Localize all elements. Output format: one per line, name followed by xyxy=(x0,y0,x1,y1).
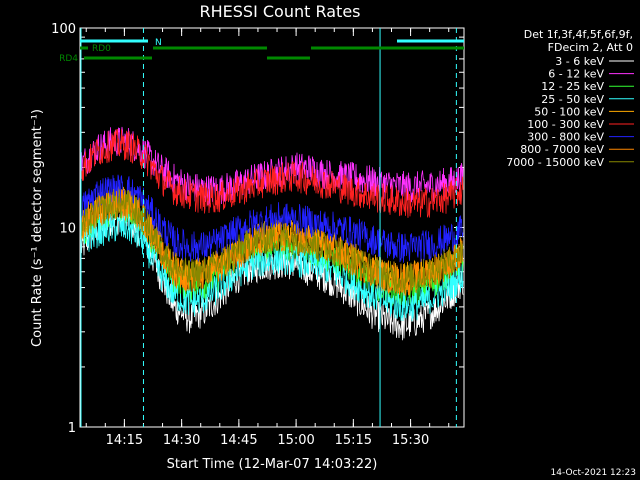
timestamp: 14-Oct-2021 12:23 xyxy=(551,468,636,478)
y-tick-label: 1 xyxy=(68,421,76,436)
x-tick-label: 15:15 xyxy=(335,433,372,448)
x-tick-label: 14:15 xyxy=(106,433,143,448)
series-lines xyxy=(80,126,464,341)
legend-header-line-1: Det 1f,3f,4f,5f,6f,9f, xyxy=(524,28,633,41)
series-line xyxy=(80,126,464,206)
y-tick-labels: 1 10 100 xyxy=(51,22,76,436)
x-tick-labels: 14:15 14:30 14:45 15:00 15:15 15:30 xyxy=(106,433,430,448)
legend-entry-label: 100 - 300 keV xyxy=(527,118,604,131)
y-tick-label: 100 xyxy=(51,22,76,37)
vertical-markers xyxy=(80,28,457,427)
rd4-label: RD4 xyxy=(59,54,78,64)
legend-entry-label: 7000 - 15000 keV xyxy=(506,156,604,169)
legend-entry-label: 50 - 100 keV xyxy=(534,105,604,118)
series-line xyxy=(80,212,464,322)
legend-entry-label: 25 - 50 keV xyxy=(541,93,604,106)
legend-entry-label: 6 - 12 keV xyxy=(548,68,604,81)
legend-entry-label: 800 - 7000 keV xyxy=(520,143,604,156)
x-tick-label: 14:30 xyxy=(163,433,200,448)
x-axis-label: Start Time (12-Mar-07 14:03:22) xyxy=(167,457,378,472)
legend-entry-label: 300 - 800 keV xyxy=(527,131,604,144)
rd0-label: RD0 xyxy=(92,44,111,54)
legend-entry-label: 3 - 6 keV xyxy=(555,55,604,68)
x-tick-label: 15:00 xyxy=(277,433,314,448)
attenuator-bars: N RD0 RD4 xyxy=(59,38,464,64)
y-axis-label: Count Rate (s⁻¹ detector segment⁻¹) xyxy=(30,109,45,347)
x-tick-label: 14:45 xyxy=(220,433,257,448)
series-line xyxy=(80,189,464,294)
legend-header-line-2: FDecim 2, Att 0 xyxy=(548,41,633,54)
n-label: N xyxy=(155,38,162,48)
series-line xyxy=(80,128,464,218)
x-tick-label: 15:30 xyxy=(392,433,429,448)
y-tick-label: 10 xyxy=(59,222,76,237)
chart-title: RHESSI Count Rates xyxy=(200,2,361,21)
legend-entry-label: 12 - 25 keV xyxy=(541,80,604,93)
